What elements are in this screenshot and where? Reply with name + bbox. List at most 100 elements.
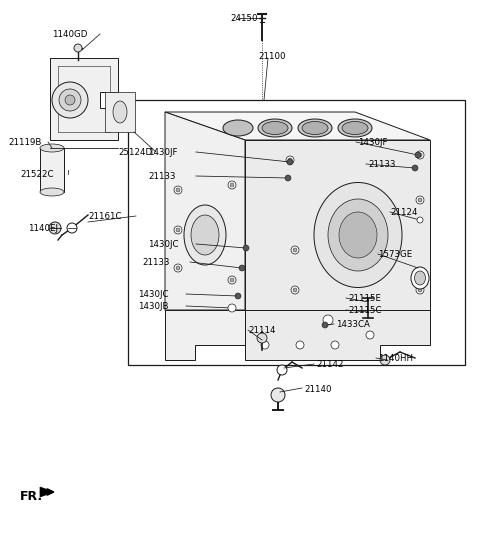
Text: 21115C: 21115C: [348, 306, 382, 315]
Text: 21522C: 21522C: [20, 170, 53, 179]
Circle shape: [288, 158, 292, 162]
Text: 1430JC: 1430JC: [138, 290, 168, 299]
Circle shape: [380, 355, 390, 365]
Ellipse shape: [338, 119, 372, 137]
Text: 21133: 21133: [142, 258, 169, 267]
Circle shape: [174, 264, 182, 272]
Circle shape: [416, 286, 424, 294]
Circle shape: [174, 186, 182, 194]
Circle shape: [418, 288, 422, 292]
Text: 1140EJ: 1140EJ: [28, 224, 58, 233]
Ellipse shape: [415, 271, 425, 285]
Circle shape: [323, 315, 333, 325]
Text: 21133: 21133: [368, 160, 396, 169]
Circle shape: [418, 153, 422, 157]
Circle shape: [417, 217, 423, 223]
Circle shape: [52, 82, 88, 118]
Polygon shape: [165, 310, 245, 360]
Ellipse shape: [302, 122, 328, 135]
Circle shape: [293, 248, 297, 252]
Circle shape: [291, 246, 299, 254]
Bar: [40, 148, 64, 192]
Polygon shape: [165, 112, 430, 140]
Text: 25124D: 25124D: [118, 148, 152, 157]
Ellipse shape: [191, 215, 219, 255]
Circle shape: [176, 188, 180, 192]
Text: 21161C: 21161C: [88, 212, 121, 221]
Ellipse shape: [223, 120, 253, 136]
Circle shape: [257, 333, 267, 343]
Ellipse shape: [40, 188, 64, 196]
Ellipse shape: [113, 101, 127, 123]
Polygon shape: [245, 140, 430, 310]
Text: 1140HH: 1140HH: [378, 354, 413, 363]
Circle shape: [287, 159, 293, 165]
Text: 21114: 21114: [248, 326, 276, 335]
Circle shape: [74, 44, 82, 52]
Circle shape: [416, 151, 424, 159]
Polygon shape: [50, 58, 118, 140]
Circle shape: [228, 181, 236, 189]
Circle shape: [67, 223, 77, 233]
Text: 21115E: 21115E: [348, 294, 381, 303]
Text: 1430JF: 1430JF: [358, 138, 387, 147]
Circle shape: [418, 198, 422, 202]
Circle shape: [230, 278, 234, 282]
Circle shape: [286, 156, 294, 164]
Circle shape: [49, 222, 61, 234]
Text: 1140GD: 1140GD: [52, 30, 87, 39]
Circle shape: [296, 341, 304, 349]
Text: 24150: 24150: [230, 14, 257, 23]
Circle shape: [331, 341, 339, 349]
Circle shape: [59, 89, 81, 111]
Polygon shape: [165, 112, 245, 310]
Text: 1430JC: 1430JC: [148, 240, 179, 249]
Circle shape: [228, 304, 236, 312]
Circle shape: [174, 226, 182, 234]
Text: 21124: 21124: [390, 208, 418, 217]
Text: 1573GE: 1573GE: [378, 250, 412, 259]
Circle shape: [277, 365, 287, 375]
Ellipse shape: [258, 119, 292, 137]
Circle shape: [415, 152, 421, 158]
Ellipse shape: [411, 267, 429, 289]
Circle shape: [285, 175, 291, 181]
Circle shape: [366, 331, 374, 339]
Ellipse shape: [184, 205, 226, 265]
Text: 21133: 21133: [148, 172, 176, 181]
Polygon shape: [40, 487, 54, 497]
Ellipse shape: [342, 122, 368, 135]
Circle shape: [412, 165, 418, 171]
Circle shape: [293, 288, 297, 292]
Circle shape: [243, 245, 249, 251]
Circle shape: [239, 265, 245, 271]
Text: FR.: FR.: [20, 490, 43, 503]
Text: 1433CA: 1433CA: [336, 320, 370, 329]
Circle shape: [230, 183, 234, 187]
Bar: [128, 100, 465, 365]
Circle shape: [65, 95, 75, 105]
Circle shape: [261, 341, 269, 349]
Circle shape: [291, 286, 299, 294]
Ellipse shape: [314, 182, 402, 287]
Bar: [105, 92, 135, 132]
Polygon shape: [245, 310, 430, 360]
Ellipse shape: [262, 122, 288, 135]
Circle shape: [228, 276, 236, 284]
Circle shape: [176, 228, 180, 232]
Circle shape: [416, 196, 424, 204]
Text: 1430JB: 1430JB: [138, 302, 168, 311]
Ellipse shape: [298, 119, 332, 137]
Ellipse shape: [328, 199, 388, 271]
Circle shape: [271, 388, 285, 402]
Text: 1430JF: 1430JF: [148, 148, 178, 157]
Circle shape: [322, 322, 328, 328]
Ellipse shape: [339, 212, 377, 258]
Text: 21140: 21140: [304, 385, 332, 394]
Text: 21142: 21142: [316, 360, 344, 369]
Circle shape: [176, 266, 180, 270]
Circle shape: [235, 293, 241, 299]
Text: 21100: 21100: [258, 52, 286, 61]
Ellipse shape: [40, 144, 64, 152]
Text: 21119B: 21119B: [8, 138, 41, 147]
